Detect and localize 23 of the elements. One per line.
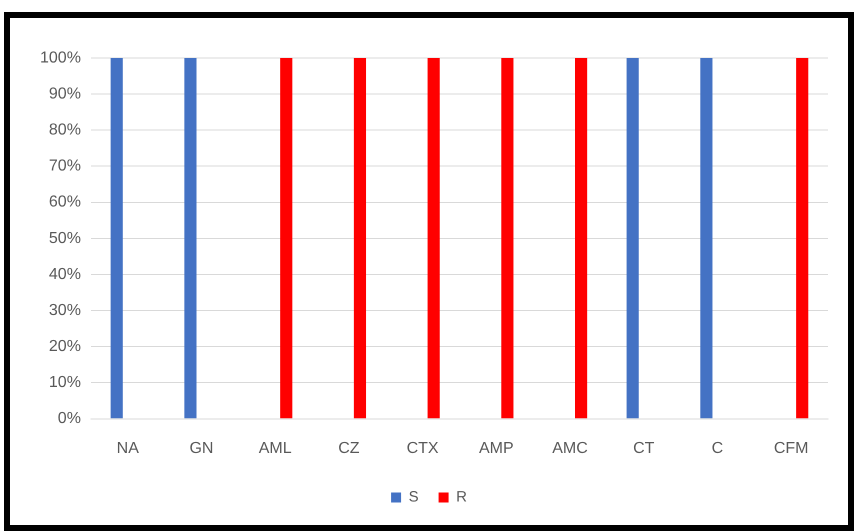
y-tick-label: 10% bbox=[48, 374, 81, 392]
y-tick-label: 80% bbox=[48, 122, 81, 139]
y-tick-label: 50% bbox=[48, 230, 81, 247]
y-tick-label: 30% bbox=[48, 302, 81, 319]
x-tick-label: AMC bbox=[552, 440, 588, 457]
legend-label: S bbox=[408, 488, 419, 506]
y-tick-label: 90% bbox=[48, 85, 81, 102]
legend-label: R bbox=[456, 488, 468, 506]
y-tick-label: 40% bbox=[48, 266, 81, 283]
x-tick-label: C bbox=[712, 440, 724, 457]
y-tick-label: 0% bbox=[58, 410, 81, 428]
x-tick-label: GN bbox=[189, 440, 214, 457]
y-tick-label: 70% bbox=[48, 158, 81, 175]
x-tick-label: AMP bbox=[478, 440, 514, 457]
y-tick-label: 100% bbox=[40, 49, 81, 66]
x-tick-label: CZ bbox=[338, 440, 360, 457]
x-tick-label: AML bbox=[258, 440, 292, 457]
x-tick-label: CT bbox=[633, 440, 655, 457]
y-tick-label: 20% bbox=[48, 338, 81, 356]
x-tick-label: NA bbox=[116, 440, 140, 457]
x-tick-label: CFM bbox=[774, 440, 808, 457]
y-tick-label: 60% bbox=[48, 194, 81, 211]
x-tick-label: CTX bbox=[406, 440, 439, 457]
